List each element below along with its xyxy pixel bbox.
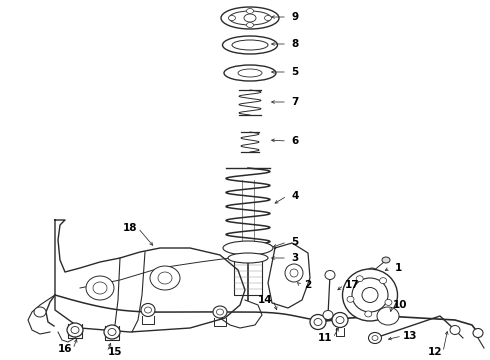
Ellipse shape — [362, 288, 378, 302]
Ellipse shape — [150, 266, 180, 290]
Text: 9: 9 — [292, 12, 298, 22]
Text: 14: 14 — [258, 295, 272, 305]
Ellipse shape — [246, 23, 253, 27]
Ellipse shape — [71, 327, 79, 333]
Text: 3: 3 — [292, 253, 298, 263]
Text: 5: 5 — [292, 67, 298, 77]
Ellipse shape — [332, 312, 348, 328]
Ellipse shape — [232, 40, 268, 50]
Ellipse shape — [336, 316, 344, 324]
Ellipse shape — [347, 296, 354, 302]
Ellipse shape — [86, 276, 114, 300]
Ellipse shape — [356, 276, 363, 282]
Ellipse shape — [368, 333, 382, 343]
Ellipse shape — [217, 309, 223, 315]
Ellipse shape — [224, 65, 276, 81]
Ellipse shape — [385, 300, 392, 305]
Ellipse shape — [158, 272, 172, 284]
Text: 1: 1 — [394, 263, 402, 273]
Ellipse shape — [238, 69, 262, 77]
Ellipse shape — [244, 14, 256, 22]
Ellipse shape — [265, 15, 271, 21]
Ellipse shape — [450, 325, 460, 334]
Ellipse shape — [325, 270, 335, 279]
Ellipse shape — [93, 282, 107, 294]
Text: 4: 4 — [292, 191, 299, 201]
Ellipse shape — [323, 310, 333, 320]
Text: 10: 10 — [393, 300, 407, 310]
Text: 18: 18 — [123, 223, 137, 233]
Text: 12: 12 — [428, 347, 442, 357]
Ellipse shape — [145, 307, 151, 313]
Ellipse shape — [473, 328, 483, 338]
Ellipse shape — [352, 278, 388, 312]
Text: 8: 8 — [292, 39, 298, 49]
Ellipse shape — [377, 307, 399, 325]
Text: 13: 13 — [403, 331, 417, 341]
Ellipse shape — [104, 325, 120, 339]
Ellipse shape — [380, 278, 387, 284]
Ellipse shape — [229, 11, 271, 25]
Ellipse shape — [34, 307, 46, 317]
Ellipse shape — [310, 315, 326, 329]
Ellipse shape — [228, 15, 236, 21]
Ellipse shape — [67, 323, 83, 337]
Ellipse shape — [108, 328, 116, 336]
Ellipse shape — [343, 269, 397, 321]
Ellipse shape — [372, 336, 378, 341]
Ellipse shape — [246, 9, 253, 14]
Ellipse shape — [285, 264, 303, 282]
Text: 11: 11 — [318, 333, 332, 343]
Ellipse shape — [290, 269, 298, 277]
Ellipse shape — [228, 253, 268, 263]
Ellipse shape — [314, 319, 322, 325]
Text: 7: 7 — [292, 97, 299, 107]
Ellipse shape — [382, 257, 390, 263]
Ellipse shape — [367, 268, 377, 276]
Text: 6: 6 — [292, 136, 298, 146]
Ellipse shape — [222, 36, 277, 54]
Text: 17: 17 — [344, 280, 359, 290]
Ellipse shape — [223, 241, 273, 255]
Text: 2: 2 — [304, 280, 312, 290]
Text: 5: 5 — [292, 237, 298, 247]
Ellipse shape — [221, 7, 279, 29]
Ellipse shape — [365, 311, 372, 317]
Ellipse shape — [213, 306, 227, 318]
Text: 16: 16 — [58, 344, 72, 354]
Text: 15: 15 — [108, 347, 122, 357]
Ellipse shape — [141, 303, 155, 316]
